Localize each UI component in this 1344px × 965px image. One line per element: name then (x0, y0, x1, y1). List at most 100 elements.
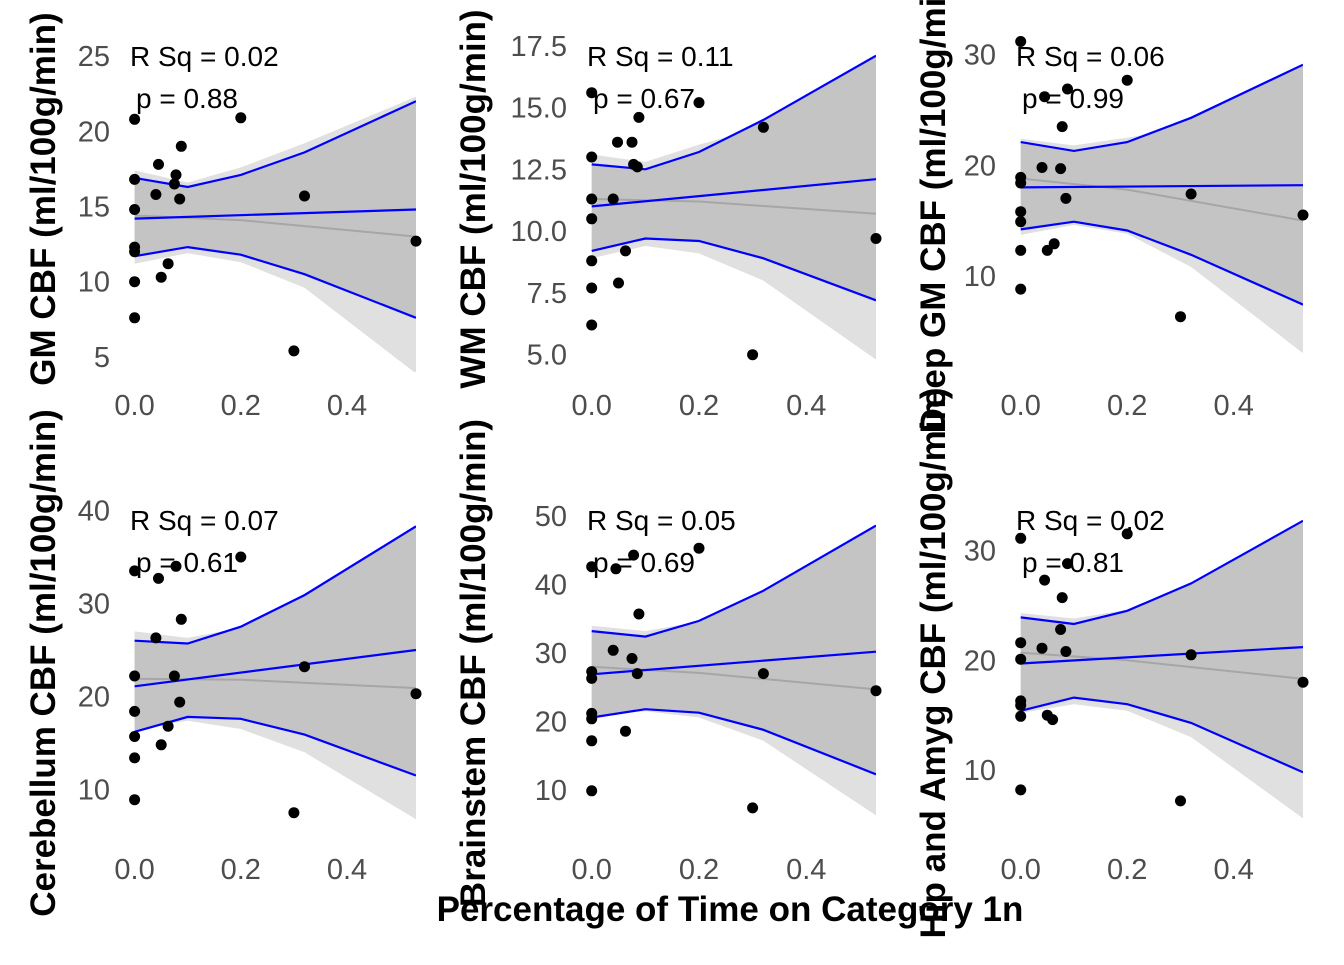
data-point (1047, 714, 1059, 726)
data-point (288, 345, 300, 357)
data-point (1015, 710, 1027, 722)
ci-upper-line (1020, 63, 1303, 153)
data-point (1175, 311, 1186, 323)
confidence-ribbon (1020, 64, 1303, 305)
data-point (129, 670, 141, 682)
y-tick-label: 30 (535, 638, 567, 670)
data-point (757, 121, 769, 133)
data-point (586, 319, 598, 331)
y-tick-label: 12.5 (511, 154, 567, 186)
data-point (693, 542, 705, 554)
y-tick-label: 20 (535, 707, 567, 739)
data-point (757, 668, 769, 680)
y-tick-label: 17.5 (511, 31, 567, 63)
x-tick-label: 0.2 (679, 854, 719, 886)
x-tick-label: 0.0 (572, 390, 612, 422)
data-point (628, 549, 640, 561)
data-point (1015, 532, 1027, 544)
r-squared-label: R Sq = 0.02 (1016, 505, 1165, 536)
data-point (633, 111, 645, 123)
data-point (129, 705, 141, 717)
data-point (1297, 676, 1309, 688)
y-tick-label: 30 (964, 40, 996, 72)
data-point (299, 190, 310, 202)
data-point (150, 632, 162, 644)
y-tick-label: 5.0 (527, 340, 567, 372)
panel-cerebellum-cbf-ml-100g-min: 0.0 0.2 0.4 10 20 30 40 R Sq = 0.07 p = 0.61 Cere… (24, 409, 422, 917)
data-point (1060, 646, 1072, 657)
p-value-label: p = 0.67 (593, 83, 695, 114)
data-point (626, 653, 638, 664)
smooth-line (1020, 177, 1303, 222)
data-point (607, 193, 619, 205)
data-point (129, 312, 141, 324)
ci-lower-line (1020, 220, 1303, 306)
data-point (170, 169, 182, 181)
x-tick-label: 0.4 (786, 390, 826, 422)
data-point (1015, 699, 1027, 711)
x-tick-label: 0.2 (221, 854, 261, 886)
data-point (1041, 244, 1053, 256)
data-point (1062, 558, 1073, 570)
data-point (607, 644, 619, 656)
data-point (175, 613, 187, 625)
y-tick-label: 10 (535, 775, 567, 807)
data-point (633, 608, 645, 620)
data-point (1015, 283, 1027, 295)
ci-upper-line (591, 54, 876, 171)
data-point (613, 277, 624, 289)
ci-lower-line (134, 245, 416, 319)
y-tick-label: 20 (964, 645, 996, 677)
plot-area (1020, 519, 1303, 819)
data-point (129, 731, 141, 742)
y-tick-label: 20 (78, 682, 110, 714)
data-point (1121, 74, 1133, 86)
data-point (129, 173, 141, 185)
panel-group: 0.0 0.2 0.4 5 10 15 20 25 R Sq = 0.02 p = 0.88 GM … (24, 0, 1309, 938)
ci-lower-line (591, 708, 876, 776)
y-tick-label: 10 (78, 775, 110, 807)
data-point (129, 752, 141, 764)
data-point (1056, 121, 1068, 133)
data-point (299, 661, 310, 673)
data-point (586, 713, 598, 725)
smooth-line (1020, 651, 1303, 680)
data-point (155, 271, 167, 283)
data-point (586, 672, 598, 684)
y-tick-label: 15 (78, 192, 110, 224)
data-point (129, 565, 141, 577)
y-tick-label: 25 (78, 41, 110, 73)
ci-lower-line (591, 237, 876, 302)
y-tick-label: 10 (964, 261, 996, 293)
plot-area (1020, 63, 1303, 354)
x-tick-label: 0.0 (1001, 854, 1041, 886)
data-point (1015, 216, 1027, 228)
y-tick-label: 5 (94, 342, 110, 374)
data-point (1060, 192, 1072, 204)
data-point (153, 158, 164, 170)
y-tick-label: 50 (535, 501, 567, 533)
x-tick-label: 0.4 (327, 854, 367, 886)
r-squared-label: R Sq = 0.06 (1016, 41, 1165, 72)
data-point (1015, 653, 1027, 665)
panel-gm-cbf-ml-100g-min: 0.0 0.2 0.4 5 10 15 20 25 R Sq = 0.02 p = 0.88 GM … (24, 12, 422, 422)
r-squared-label: R Sq = 0.02 (130, 41, 279, 72)
ci-upper-line (134, 525, 416, 645)
data-point (610, 563, 622, 575)
plot-area (591, 54, 876, 360)
data-point (586, 87, 598, 99)
r-squared-label: R Sq = 0.05 (587, 505, 736, 536)
data-point (129, 113, 141, 125)
data-point (1175, 795, 1186, 807)
data-point (870, 685, 882, 697)
x-tick-label: 0.4 (1214, 854, 1254, 886)
y-axis-title: Brainstem CBF (ml/100g/min) (454, 419, 493, 907)
data-point (626, 136, 638, 148)
p-value-label: p = 0.69 (593, 547, 695, 578)
x-tick-label: 0.4 (786, 854, 826, 886)
p-value-label: p = 0.88 (136, 83, 238, 114)
data-point (1015, 637, 1027, 649)
data-point (1039, 91, 1051, 103)
